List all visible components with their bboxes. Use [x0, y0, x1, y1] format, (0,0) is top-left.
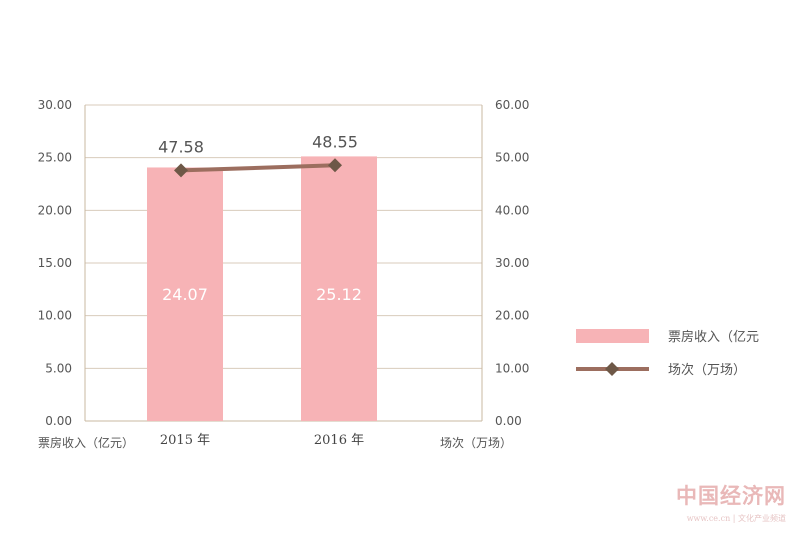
legend-label-line: 场次（万场）: [668, 362, 746, 378]
left-tick-label: 0.00: [45, 414, 72, 428]
watermark-title: 中国经济网: [676, 483, 786, 508]
left-tick-label: 30.00: [38, 98, 72, 112]
right-tick-label: 60.00: [495, 98, 529, 112]
right-axis-title: 场次（万场）: [440, 436, 512, 450]
x-tick-label: 2015 年: [160, 433, 210, 448]
left-tick-label: 10.00: [38, 309, 72, 323]
left-tick-label: 25.00: [38, 151, 72, 165]
line-marker: [328, 158, 342, 173]
legend-swatch-bar: [576, 329, 649, 343]
bar-value-label: 25.12: [316, 285, 362, 304]
legend-marker: [605, 362, 619, 376]
watermark: 中国经济网 www.ce.cn | 文化产业频道: [676, 480, 786, 524]
right-tick-label: 30.00: [495, 256, 529, 270]
x-tick-label: 2016 年: [314, 433, 364, 448]
left-tick-label: 5.00: [45, 361, 72, 375]
bar-value-label: 24.07: [162, 285, 208, 304]
legend-label-bar: 票房收入（亿元: [668, 329, 759, 345]
bar: [301, 156, 377, 422]
right-tick-label: 50.00: [495, 151, 529, 165]
right-tick-label: 10.00: [495, 361, 529, 375]
line-value-label: 48.55: [312, 132, 358, 151]
left-tick-label: 20.00: [38, 203, 72, 217]
watermark-subtitle: www.ce.cn | 文化产业频道: [686, 514, 786, 523]
left-tick-label: 15.00: [38, 256, 72, 270]
left-axis-title: 票房收入（亿元）: [38, 435, 134, 450]
right-tick-label: 0.00: [495, 414, 522, 428]
series-line: [180, 163, 336, 173]
right-tick-label: 40.00: [495, 203, 529, 217]
bar: [147, 167, 223, 421]
line-marker: [174, 163, 188, 178]
right-tick-label: 20.00: [495, 309, 529, 323]
line-value-label: 47.58: [158, 137, 204, 156]
